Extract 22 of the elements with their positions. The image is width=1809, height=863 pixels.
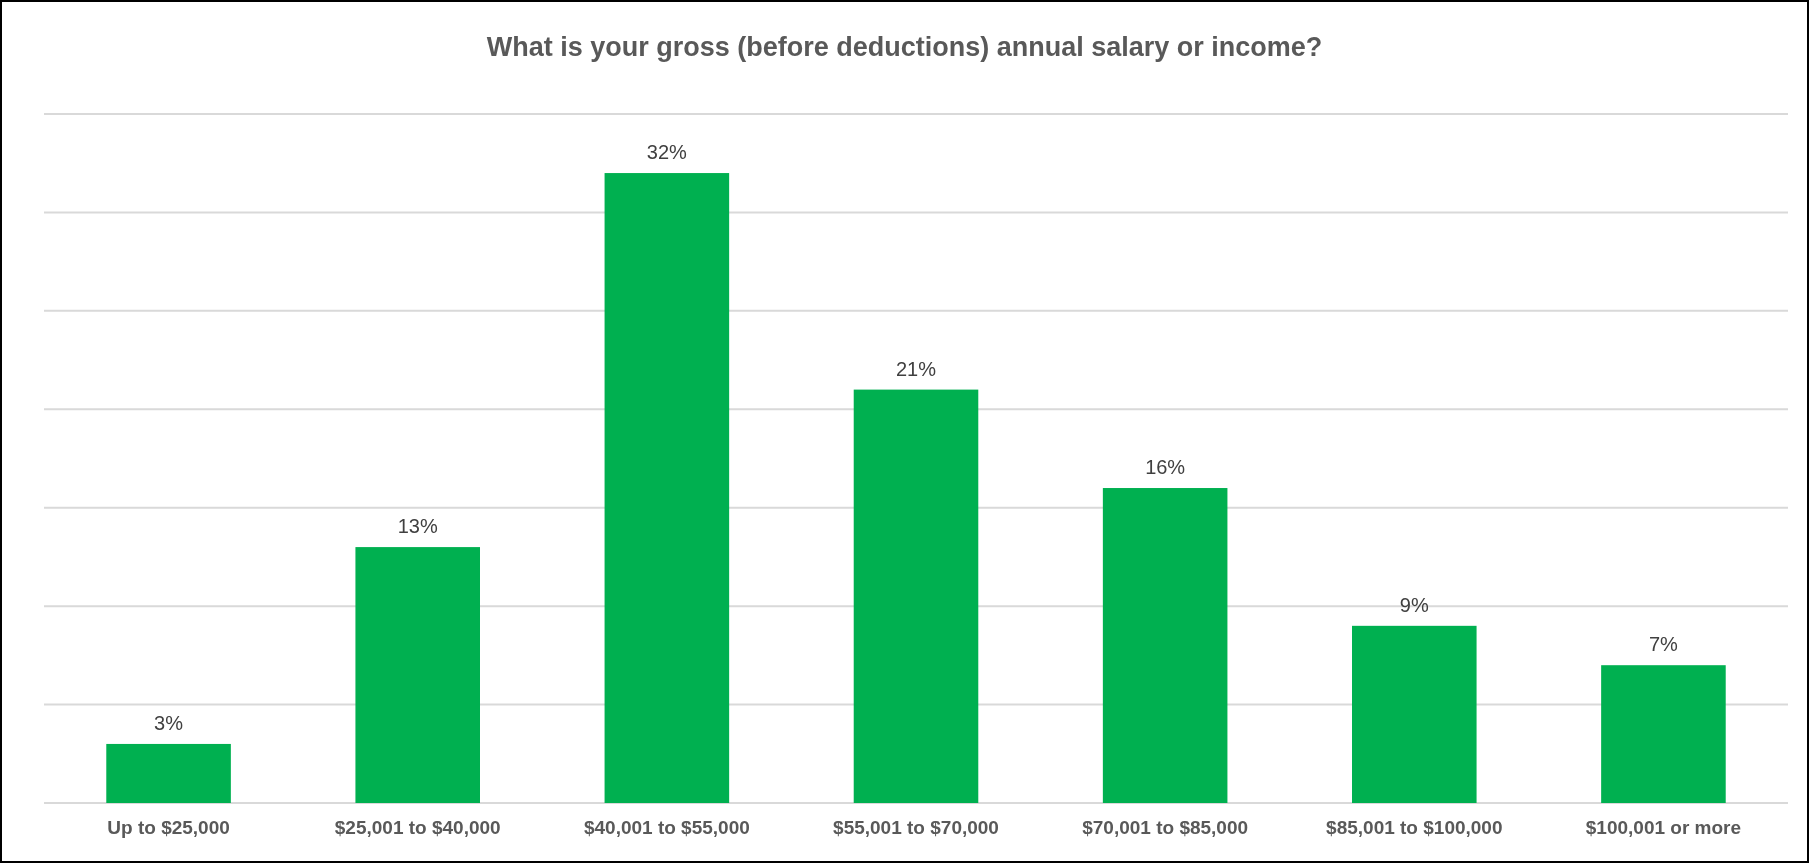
data-label: 32% <box>646 141 688 164</box>
bar <box>1601 665 1726 803</box>
data-label: 7% <box>1648 633 1679 656</box>
bar <box>106 743 231 803</box>
x-tick-label: $70,001 to $85,000 <box>1082 817 1249 839</box>
data-label: 9% <box>1399 593 1429 616</box>
x-tick-label: $85,001 to $100,000 <box>1326 817 1503 839</box>
data-label: 16% <box>1145 456 1186 479</box>
data-label: 3% <box>154 711 184 734</box>
bar <box>1352 625 1477 803</box>
x-tick-label: $100,001 or more <box>1585 817 1742 839</box>
x-tick-label: $55,001 to $70,000 <box>833 817 999 839</box>
x-tick-label: Up to $25,000 <box>107 817 230 839</box>
bar <box>1102 488 1228 803</box>
bar <box>604 173 730 803</box>
chart-title: What is your gross (before deductions) annual salary or income? <box>486 32 1323 62</box>
bar <box>355 547 480 803</box>
bar <box>853 389 979 803</box>
x-tick-label: $40,001 to $55,000 <box>583 817 750 839</box>
data-label: 13% <box>397 515 438 538</box>
x-tick-label: $25,001 to $40,000 <box>334 817 501 839</box>
data-label: 21% <box>895 357 937 380</box>
